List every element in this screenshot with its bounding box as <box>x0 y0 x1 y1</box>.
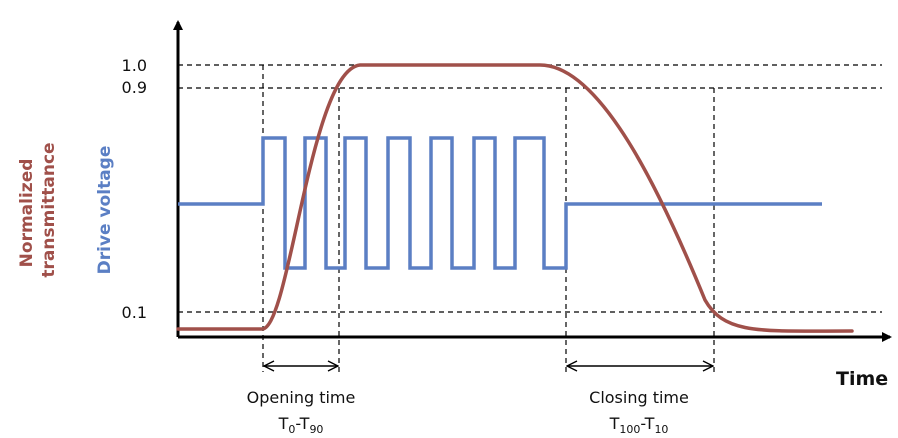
y-axis-title-transmittance: Normalized transmittance <box>17 142 59 277</box>
transmittance-curve <box>176 63 854 333</box>
opening-to-subscript: 90 <box>309 423 323 436</box>
closing-to-subscript: 10 <box>654 423 668 436</box>
opening-from-subscript: 0 <box>288 423 295 436</box>
opening-t-symbol: T <box>278 414 289 433</box>
level-label-0-1: 0.1 <box>122 303 147 322</box>
closing-time-label: Closing time <box>589 388 689 407</box>
y-axis-title-line-2: transmittance <box>39 142 59 277</box>
opening-t-symbol-2: T <box>299 414 310 433</box>
y-axis-title-line-1: Normalized <box>17 159 37 268</box>
closing-separator: - <box>640 414 645 433</box>
level-label-0-9: 0.9 <box>122 78 147 97</box>
drive-voltage-curve <box>178 136 822 270</box>
closing-t-symbol: T <box>609 414 620 433</box>
opening-time-formula: T0-T90 <box>278 414 324 436</box>
x-axis-title: Time <box>836 368 888 390</box>
level-label-1-0: 1.0 <box>122 56 147 75</box>
y-axis-title-voltage: Drive voltage <box>95 146 115 275</box>
closing-t-symbol-2: T <box>644 414 655 433</box>
closing-time-formula: T100-T10 <box>609 414 669 436</box>
opening-separator: - <box>295 414 300 433</box>
closing-from-subscript: 100 <box>619 423 640 436</box>
opening-time-label: Opening time <box>247 388 356 407</box>
